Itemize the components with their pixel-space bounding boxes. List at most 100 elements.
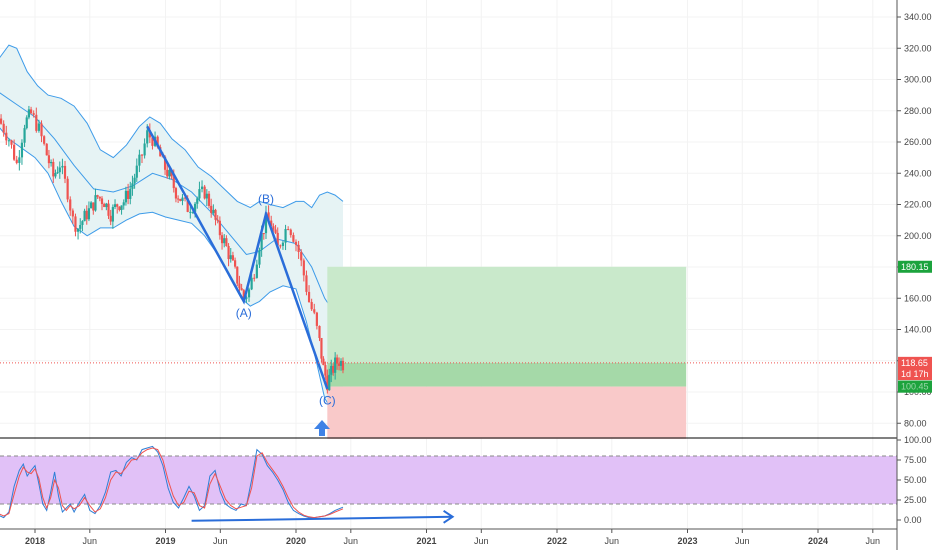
candle [20,142,24,158]
candle [54,172,57,177]
candle [267,212,270,221]
candle [307,291,311,302]
candle [52,161,55,177]
candle [45,143,48,156]
candle [13,144,16,160]
candle [32,113,35,115]
candle [225,238,228,247]
candle [315,312,318,326]
price-tag-label: 100.45 [901,382,929,392]
candle [245,297,248,299]
candle [27,109,31,118]
candle [281,242,285,246]
candle [229,255,232,260]
candle [255,264,258,278]
long-position-tool[interactable] [327,266,687,439]
time-tick-label: Jun [344,536,359,546]
candle [320,337,323,359]
profit-zone [327,266,687,363]
candle [18,157,21,163]
candle [297,244,300,252]
wave-label: (B) [258,192,274,206]
wave-labels: (A) (B) (C) [236,192,336,408]
candle [143,143,146,156]
candle [238,283,241,289]
candle [90,202,93,209]
candle [250,277,253,290]
price-tick-label: 260.00 [904,137,932,147]
candle [300,251,303,261]
candle [129,188,132,199]
candle [294,241,298,245]
up-arrow-icon [314,420,330,436]
time-tick-label: 2023 [677,536,697,546]
time-tick-label: 2022 [547,536,567,546]
candle [148,130,151,138]
price-tick-label: 220.00 [904,200,932,210]
candle [76,228,80,232]
candle [210,205,213,213]
candle [318,325,321,338]
candle [284,228,287,243]
candle [85,210,88,220]
candle [56,172,59,174]
candle [151,137,154,146]
candle [247,289,251,298]
candle [163,156,167,170]
price-tick-label: 280.00 [904,106,932,116]
divergence-arrow [191,515,453,522]
price-tick-label: 140.00 [904,325,932,335]
candle [71,210,74,217]
candle [131,183,134,189]
candle [170,170,173,177]
time-tick-label: 2020 [286,536,306,546]
candle [330,365,333,375]
candle [146,130,149,144]
candle [264,212,268,234]
candle [0,118,3,124]
candle [5,132,8,141]
stochastic-panel[interactable] [0,445,897,524]
candle [47,155,51,164]
candle [289,229,292,236]
stoch-line-d [0,447,344,519]
candle [328,374,331,391]
candle [181,197,184,201]
candle [23,128,26,143]
candle [107,203,110,216]
candle [58,167,61,173]
candle [231,255,235,261]
candle [116,204,119,207]
candle [166,169,169,177]
candle [200,186,204,190]
candle [322,358,325,366]
candle [236,266,239,284]
candle [287,228,290,230]
stoch-line-k [0,445,344,519]
candle [274,229,277,233]
candle [223,238,226,244]
candle [207,193,211,206]
candle [109,215,112,222]
candle [98,196,101,199]
candle [63,165,67,179]
candle [272,226,275,230]
candle [126,190,130,199]
candle [270,220,273,227]
price-tick-label: 240.00 [904,168,932,178]
candle [103,204,106,208]
candle [218,220,221,236]
price-tag [898,380,932,393]
candle [313,309,316,313]
wave-label: (A) [236,306,252,320]
wave-line [146,125,329,390]
price-tick-label: 320.00 [904,43,932,53]
candle [118,206,121,210]
entry-zone [327,362,687,387]
candle [310,301,313,310]
divergence-arrowhead [443,509,455,524]
candle [212,209,215,213]
band-fill [0,45,343,411]
candle [196,198,199,204]
